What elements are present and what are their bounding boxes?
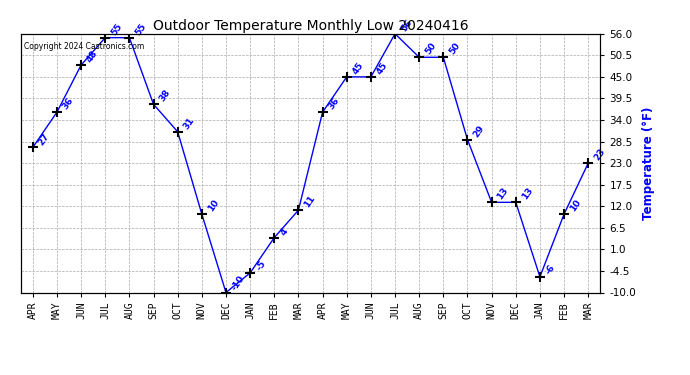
Text: 55: 55 [110,21,124,37]
Text: 55: 55 [134,21,148,37]
Text: -6: -6 [544,262,558,276]
Text: 27: 27 [37,131,52,147]
Text: 29: 29 [472,123,486,139]
Title: Outdoor Temperature Monthly Low 20240416: Outdoor Temperature Monthly Low 20240416 [152,19,469,33]
Text: 48: 48 [86,49,100,64]
Text: -10: -10 [230,273,247,292]
Text: 36: 36 [327,96,342,111]
Text: 36: 36 [61,96,76,111]
Text: 45: 45 [375,61,390,76]
Text: 38: 38 [158,88,172,104]
Text: 10: 10 [206,198,221,213]
Text: Copyright 2024 Castronics.com: Copyright 2024 Castronics.com [23,42,144,51]
Text: 11: 11 [303,194,317,209]
Text: 13: 13 [520,186,535,201]
Text: 56: 56 [400,18,414,33]
Y-axis label: Temperature (°F): Temperature (°F) [642,106,655,220]
Text: -5: -5 [255,259,268,272]
Text: 31: 31 [182,116,197,131]
Text: 13: 13 [496,186,511,201]
Text: 45: 45 [351,61,366,76]
Text: 50: 50 [448,41,462,57]
Text: 50: 50 [424,41,438,57]
Text: 23: 23 [593,147,607,162]
Text: 10: 10 [569,198,583,213]
Text: 4: 4 [279,226,290,237]
